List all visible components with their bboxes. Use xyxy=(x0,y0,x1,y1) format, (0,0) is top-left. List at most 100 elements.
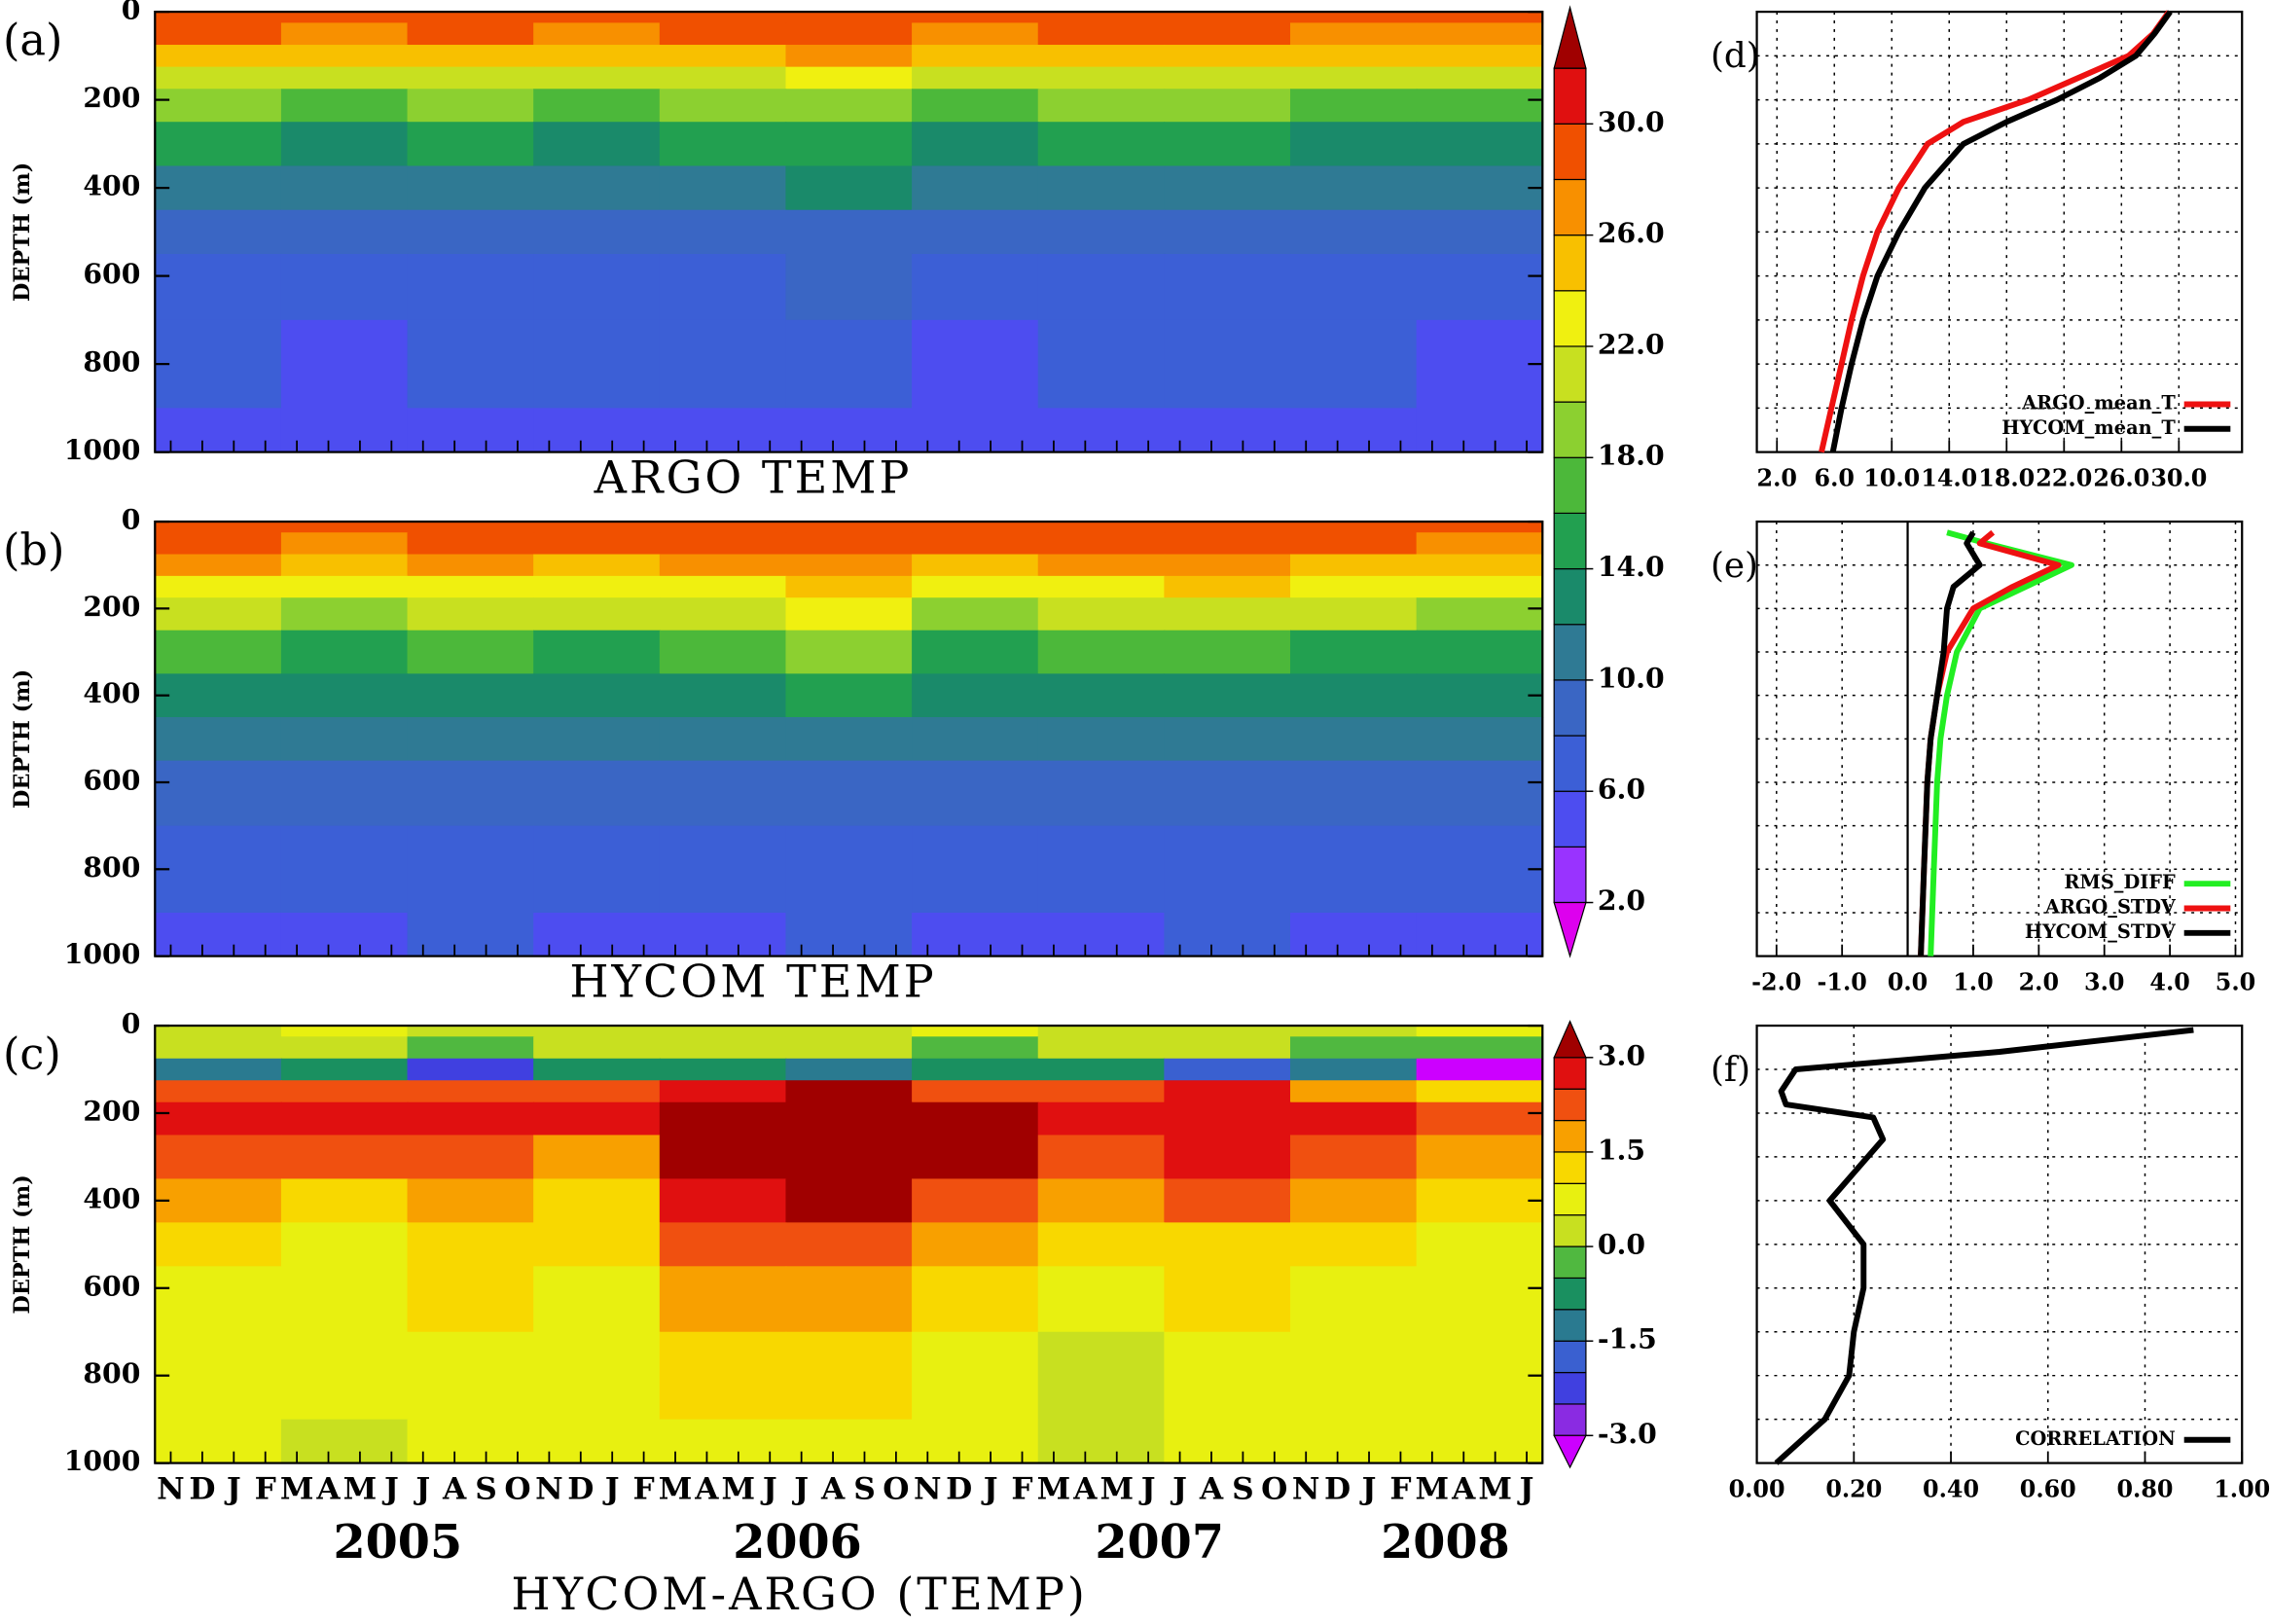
x-tick-label: J xyxy=(1170,1471,1187,1506)
contour-cell xyxy=(155,1178,282,1224)
contour-cell xyxy=(1416,825,1544,914)
colorbar-under xyxy=(1553,1434,1587,1469)
contour-cell xyxy=(1037,912,1166,957)
contour-cell xyxy=(1290,165,1418,211)
contour-cell xyxy=(1164,532,1291,556)
year-label: 2007 xyxy=(1095,1515,1224,1570)
contour-cell xyxy=(912,122,1039,167)
contour-cell xyxy=(1164,408,1291,453)
contour-cell xyxy=(785,1036,913,1060)
y-tick-label: 1000 xyxy=(64,1444,141,1477)
y-tick-label: 800 xyxy=(83,345,140,379)
contour-cell xyxy=(155,165,282,211)
contour-cell xyxy=(280,597,409,632)
profile-line xyxy=(1819,10,2172,453)
colorbar-bin xyxy=(1553,1182,1587,1216)
y-tick-label: 600 xyxy=(83,763,140,796)
x-tick-label: 18.0 xyxy=(1978,464,2035,491)
contour-cell xyxy=(785,760,913,827)
panel-title: HYCOM TEMP xyxy=(569,955,936,1007)
contour-cell xyxy=(155,209,282,255)
contour-cell xyxy=(407,165,535,211)
contour-cell xyxy=(1164,597,1291,632)
contour-cell xyxy=(1164,209,1291,255)
contour-cell xyxy=(785,122,913,167)
contour-cell xyxy=(533,522,661,534)
contour-cell xyxy=(1037,554,1166,577)
colorbar-tick-label: 26.0 xyxy=(1598,216,1665,249)
contour-cell xyxy=(533,66,661,90)
x-tick-label: D xyxy=(567,1471,594,1506)
contour-cell xyxy=(1037,1178,1166,1224)
contour-cell xyxy=(659,45,787,68)
y-tick-label: 400 xyxy=(83,1181,140,1214)
contour-cell xyxy=(407,1135,535,1180)
contour-cell xyxy=(659,760,787,827)
contour-cell xyxy=(1416,1331,1544,1421)
contour-cell xyxy=(1290,319,1418,410)
contour-cell xyxy=(1290,1135,1418,1180)
profile-line xyxy=(1928,529,2075,956)
contour-cell xyxy=(1290,22,1418,46)
colorbar-bin xyxy=(1553,790,1587,848)
contour-cell xyxy=(1037,89,1166,124)
contour-cell xyxy=(1164,554,1291,577)
contour-cell xyxy=(1416,912,1544,957)
contour-cell xyxy=(407,1331,535,1421)
contour-cell xyxy=(1290,522,1418,534)
contour-cell xyxy=(1416,673,1544,718)
contour-cell xyxy=(533,1331,661,1421)
x-tick-label: O xyxy=(504,1471,530,1506)
contour-cell xyxy=(912,717,1039,762)
contour-cell xyxy=(1164,1222,1291,1268)
x-tick-label: M xyxy=(1478,1471,1512,1506)
colorbar-tick-label: 6.0 xyxy=(1598,773,1645,806)
contour-cell xyxy=(155,1058,282,1082)
year-label: 2006 xyxy=(733,1515,862,1570)
contour-cell xyxy=(659,66,787,90)
contour-cell xyxy=(533,554,661,577)
x-tick-label: N xyxy=(535,1471,563,1506)
contour-cell xyxy=(1037,522,1166,534)
contour-cell xyxy=(1290,1178,1418,1224)
x-tick-label: J xyxy=(413,1471,430,1506)
legend-label: HYCOM_mean_T xyxy=(2001,416,2176,439)
x-tick-label: A xyxy=(820,1471,846,1506)
contour-cell xyxy=(659,12,787,24)
contour-cell xyxy=(280,1135,409,1180)
contour-cell xyxy=(1037,1026,1166,1038)
contour-cell xyxy=(1416,253,1544,321)
x-tick-label: J xyxy=(1359,1471,1377,1506)
contour-cell xyxy=(1037,1222,1166,1268)
x-tick-label: 4.0 xyxy=(2149,968,2189,995)
contour-cell xyxy=(1037,1135,1166,1180)
contour-cell xyxy=(155,12,282,24)
contour-cell xyxy=(533,408,661,453)
contour-cell xyxy=(155,122,282,167)
x-tick-label: -1.0 xyxy=(1818,968,1867,995)
contour-cell xyxy=(1164,1026,1291,1038)
x-tick-label: 0.60 xyxy=(2020,1475,2076,1502)
x-tick-label: M xyxy=(659,1471,693,1506)
x-tick-label: 0.80 xyxy=(2117,1475,2174,1502)
contour-cell xyxy=(785,45,913,68)
contour-cell xyxy=(785,912,913,957)
y-tick-label: 200 xyxy=(83,81,140,114)
y-tick-label: 0 xyxy=(122,1007,141,1040)
contour-cell xyxy=(407,408,535,453)
colorbar-tick-label: 14.0 xyxy=(1598,550,1665,583)
contour-cell xyxy=(533,532,661,556)
contour-cell xyxy=(1164,1080,1291,1103)
contour-cell xyxy=(785,630,913,675)
x-tick-label: S xyxy=(475,1471,497,1506)
x-tick-label: -2.0 xyxy=(1751,968,1801,995)
contour-cell xyxy=(659,717,787,762)
contour-cell xyxy=(1290,89,1418,124)
contour-cell xyxy=(912,89,1039,124)
contour-cell xyxy=(659,408,787,453)
contour-cell xyxy=(785,1178,913,1224)
contour-cell xyxy=(1164,319,1291,410)
contour-cell xyxy=(1164,122,1291,167)
